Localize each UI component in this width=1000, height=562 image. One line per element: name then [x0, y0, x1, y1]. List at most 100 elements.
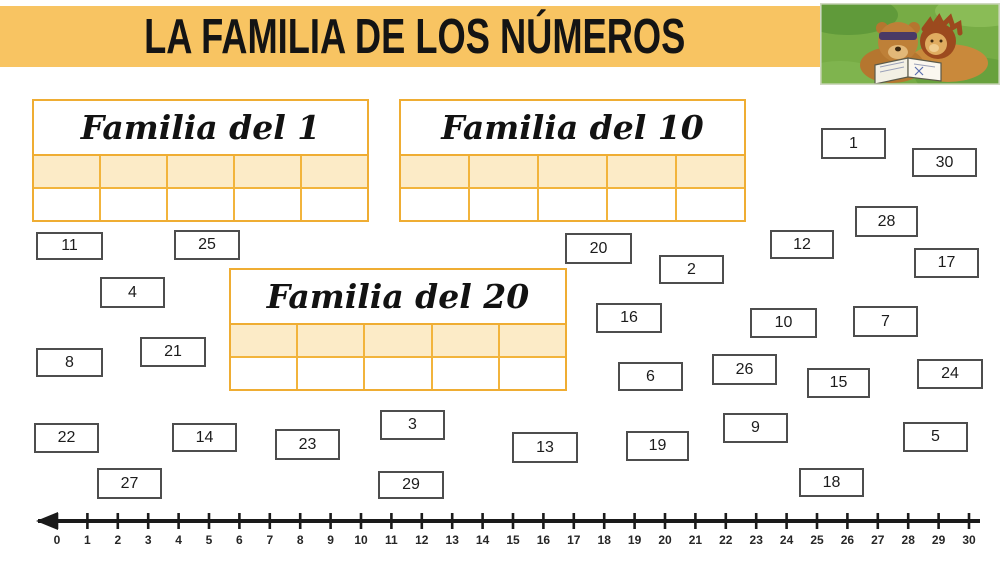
family-drop-cell[interactable]: [401, 189, 470, 220]
family-drop-cell[interactable]: [34, 156, 101, 187]
family-drop-cell[interactable]: [302, 156, 367, 187]
family-drop-cell[interactable]: [500, 358, 565, 389]
number-tile-17[interactable]: 17: [914, 248, 979, 278]
family-row: [401, 156, 744, 189]
number-tile-22[interactable]: 22: [34, 423, 99, 453]
number-tile-27[interactable]: 27: [97, 468, 162, 499]
number-tile-20[interactable]: 20: [565, 233, 632, 264]
number-tile-19[interactable]: 19: [626, 431, 689, 461]
family-drop-cell[interactable]: [608, 156, 677, 187]
family-drop-cell[interactable]: [168, 189, 235, 220]
family-drop-cell[interactable]: [298, 325, 366, 356]
number-line-label: 9: [327, 533, 334, 547]
number-tile-5[interactable]: 5: [903, 422, 968, 452]
number-tile-2[interactable]: 2: [659, 255, 724, 284]
family-row: [34, 189, 367, 220]
number-line-label: 30: [962, 533, 976, 547]
family-row: [34, 156, 367, 189]
page-title-wrap: LA FAMILIA DE LOS NÚMEROS: [0, 6, 830, 67]
number-tile-4[interactable]: 4: [100, 277, 165, 308]
number-line-label: 26: [841, 533, 855, 547]
number-line-label: 19: [628, 533, 642, 547]
number-tile-6[interactable]: 6: [618, 362, 683, 391]
number-tile-24[interactable]: 24: [917, 359, 983, 389]
number-line-label: 15: [506, 533, 520, 547]
number-tile-28[interactable]: 28: [855, 206, 918, 237]
number-tile-11[interactable]: 11: [36, 232, 103, 260]
number-tile-7[interactable]: 7: [853, 306, 918, 337]
family-table-10: Familia del 10: [399, 99, 746, 222]
family-drop-cell[interactable]: [608, 189, 677, 220]
number-tile-13[interactable]: 13: [512, 432, 578, 463]
family-drop-cell[interactable]: [168, 156, 235, 187]
number-tile-30[interactable]: 30: [912, 148, 977, 177]
number-line-label: 11: [385, 533, 398, 547]
number-tile-29[interactable]: 29: [378, 471, 444, 499]
family-drop-cell[interactable]: [401, 156, 470, 187]
family-row: [231, 325, 566, 358]
family-drop-cell[interactable]: [235, 156, 302, 187]
number-tile-15[interactable]: 15: [807, 368, 870, 398]
family-drop-cell[interactable]: [231, 325, 299, 356]
family-title: Familia del 10: [401, 101, 744, 156]
number-line-label: 27: [871, 533, 885, 547]
number-tile-8[interactable]: 8: [36, 348, 103, 377]
number-line-label: 12: [415, 533, 429, 547]
number-tile-10[interactable]: 10: [750, 308, 817, 338]
family-drop-cell[interactable]: [499, 325, 566, 356]
family-drop-cell[interactable]: [432, 325, 500, 356]
family-row: [401, 189, 744, 220]
family-title: Familia del 1: [34, 101, 367, 156]
family-drop-cell[interactable]: [433, 358, 500, 389]
family-drop-cell[interactable]: [539, 189, 608, 220]
number-tile-23[interactable]: 23: [275, 429, 340, 460]
number-line-label: 7: [266, 533, 273, 547]
number-tile-21[interactable]: 21: [140, 337, 206, 367]
family-drop-cell[interactable]: [365, 325, 433, 356]
number-line-label: 0: [54, 533, 61, 547]
number-line-label: 3: [145, 533, 152, 547]
family-drop-cell[interactable]: [677, 189, 744, 220]
number-line-label: 28: [902, 533, 916, 547]
number-tile-1[interactable]: 1: [821, 128, 886, 159]
number-line-label: 2: [114, 533, 121, 547]
family-drop-cell[interactable]: [470, 189, 539, 220]
number-tile-14[interactable]: 14: [172, 423, 237, 452]
family-drop-cell[interactable]: [298, 358, 366, 389]
family-drop-cell[interactable]: [101, 156, 168, 187]
family-drop-cell[interactable]: [470, 156, 539, 187]
family-drop-cell[interactable]: [231, 358, 299, 389]
family-drop-cell[interactable]: [34, 189, 101, 220]
open-book-right-page: [907, 57, 942, 82]
number-line-label: 14: [476, 533, 490, 547]
number-line-label: 20: [658, 533, 672, 547]
family-drop-cell[interactable]: [101, 189, 168, 220]
number-line-label: 21: [689, 533, 703, 547]
family-drop-cell[interactable]: [677, 156, 744, 187]
number-tile-9[interactable]: 9: [723, 413, 788, 443]
number-tile-12[interactable]: 12: [770, 230, 834, 259]
bear-sunglasses: [879, 32, 917, 40]
number-tile-3[interactable]: 3: [380, 410, 445, 440]
family-drop-cell[interactable]: [302, 189, 367, 220]
number-tile-25[interactable]: 25: [174, 230, 240, 260]
number-tile-16[interactable]: 16: [596, 303, 662, 333]
number-line-label: 22: [719, 533, 733, 547]
family-row: [231, 358, 565, 389]
number-line-label: 18: [598, 533, 612, 547]
number-line-label: 13: [446, 533, 460, 547]
number-line-label: 10: [354, 533, 368, 547]
number-tile-18[interactable]: 18: [799, 468, 864, 497]
number-line-label: 24: [780, 533, 794, 547]
family-table-1: Familia del 1: [32, 99, 369, 222]
number-line-label: 25: [810, 533, 824, 547]
family-drop-cell[interactable]: [235, 189, 302, 220]
number-tile-26[interactable]: 26: [712, 354, 777, 385]
family-drop-cell[interactable]: [365, 358, 433, 389]
number-line-label: 5: [206, 533, 213, 547]
family-table-20: Familia del 20: [229, 268, 567, 391]
family-drop-cell[interactable]: [539, 156, 608, 187]
number-line-label: 1: [84, 533, 91, 547]
number-line-label: 6: [236, 533, 243, 547]
